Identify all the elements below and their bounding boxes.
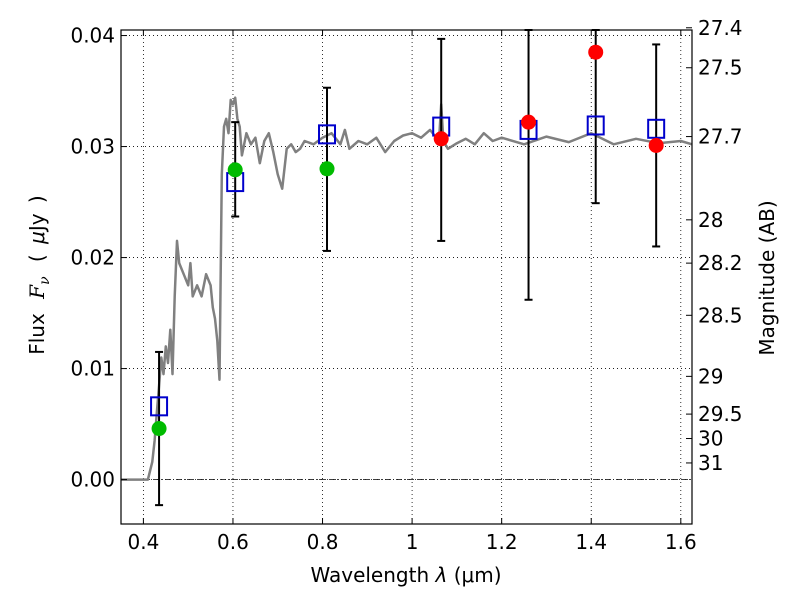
x-axis-title-lambda: λ (435, 563, 448, 587)
markers (150, 44, 666, 437)
magnitude-tick-label: 28.5 (698, 303, 743, 327)
detection-point (521, 114, 537, 130)
detection-point (151, 421, 167, 437)
series-layer (121, 96, 693, 481)
x-axis-title: Wavelength λ (μm) (310, 563, 501, 587)
plot-frame (120, 29, 693, 525)
y-tick-label: 0.01 (70, 357, 115, 381)
detection-point (648, 137, 664, 153)
magnitude-tick-label: 28 (698, 208, 723, 232)
model-photometry-square (150, 396, 169, 417)
y-axis-title-prefix: Flux (25, 313, 49, 355)
x-tick-label: 0.6 (217, 530, 249, 554)
model-photometry-square (647, 118, 666, 139)
y-axis-title-mu: μ (25, 231, 49, 245)
y-axis-title-subscript: ν (37, 276, 53, 285)
model-photometry-square (318, 124, 337, 145)
magnitude-tick-label: 27.7 (698, 125, 743, 149)
magnitude-tick-label: 31 (698, 451, 723, 475)
x-tick-label: 0.4 (127, 530, 159, 554)
detection-point (319, 161, 335, 177)
y-axis-title-symbol: F (25, 284, 49, 300)
magnitude-axis-title: Magnitude (AB) (755, 200, 779, 355)
detection-point (588, 44, 604, 60)
spectrum-line (121, 96, 693, 481)
magnitude-tick-label: 30 (698, 427, 723, 451)
detection-point (227, 162, 243, 178)
x-tick-label: 1.4 (575, 530, 607, 554)
ticks: 0.4 0.6 0.8 1 1.2 1.4 1.6 0.00 0.01 0.02 0.03 0.04 2… (70, 16, 742, 554)
y-tick-label: 0.02 (70, 246, 115, 270)
x-axis-title-prefix: Wavelength (310, 563, 429, 587)
x-tick-label: 0.8 (307, 530, 339, 554)
y-tick-label: 0.04 (70, 24, 115, 48)
x-tick-label: 1.2 (486, 530, 518, 554)
y-axis-title-close: ) (25, 195, 49, 203)
magnitude-tick-label: 29.5 (698, 402, 743, 426)
y-axis-title-open: ( (25, 254, 49, 262)
x-tick-label: 1 (406, 530, 419, 554)
y-tick-label: 0.00 (70, 468, 115, 492)
magnitude-tick-label: 27.4 (698, 16, 743, 40)
magnitude-tick-label: 29 (698, 364, 723, 388)
detection-point (433, 131, 449, 147)
magnitude-tick-label: 28.2 (698, 251, 743, 275)
y-axis-title: Flux Fν ( μJy ) (25, 195, 54, 355)
magnitude-tick-label: 27.5 (698, 56, 743, 80)
x-axis-title-unit: (μm) (454, 563, 502, 587)
y-tick-label: 0.03 (70, 135, 115, 159)
model-photometry-square (586, 115, 605, 136)
x-tick-label: 1.6 (665, 530, 697, 554)
y-axis-title-unit: Jy (25, 213, 49, 233)
